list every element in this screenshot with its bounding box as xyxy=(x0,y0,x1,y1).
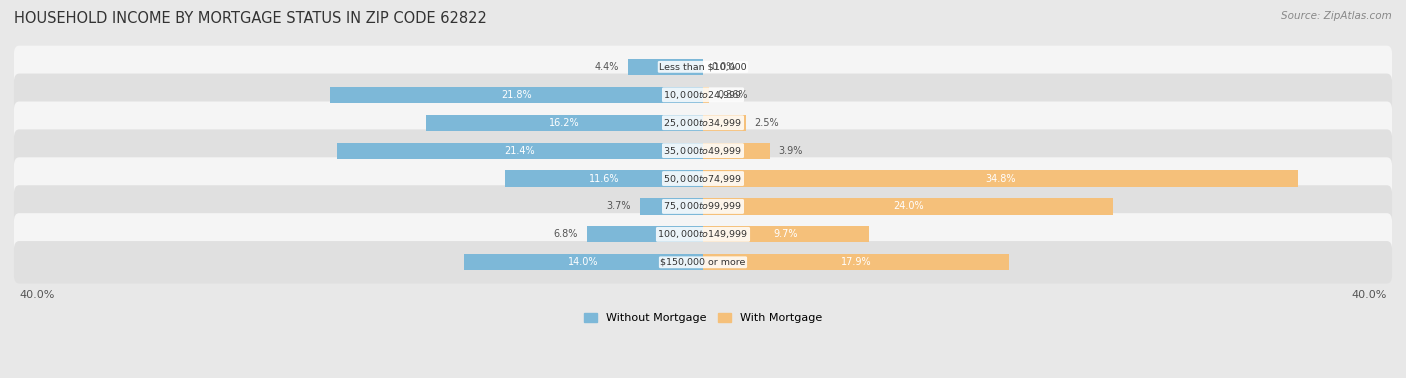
Text: 34.8%: 34.8% xyxy=(986,174,1015,184)
Text: $100,000 to $149,999: $100,000 to $149,999 xyxy=(658,228,748,240)
Bar xyxy=(703,170,1298,187)
Text: $75,000 to $99,999: $75,000 to $99,999 xyxy=(664,200,742,212)
Bar xyxy=(703,115,745,131)
Text: 40.0%: 40.0% xyxy=(1351,290,1386,300)
Text: 17.9%: 17.9% xyxy=(841,257,872,267)
Bar xyxy=(640,198,703,215)
Text: $35,000 to $49,999: $35,000 to $49,999 xyxy=(664,145,742,156)
Bar xyxy=(703,143,769,159)
Bar xyxy=(627,59,703,75)
Text: Source: ZipAtlas.com: Source: ZipAtlas.com xyxy=(1281,11,1392,21)
Bar xyxy=(703,87,709,103)
Text: $150,000 or more: $150,000 or more xyxy=(661,258,745,267)
Text: 6.8%: 6.8% xyxy=(554,229,578,239)
Bar xyxy=(337,143,703,159)
Bar xyxy=(505,170,703,187)
Text: $25,000 to $34,999: $25,000 to $34,999 xyxy=(664,117,742,129)
Text: 21.4%: 21.4% xyxy=(505,146,536,156)
Text: 2.5%: 2.5% xyxy=(754,118,779,128)
FancyBboxPatch shape xyxy=(14,101,1392,144)
FancyBboxPatch shape xyxy=(14,129,1392,172)
Text: 0.36%: 0.36% xyxy=(717,90,748,100)
Text: 14.0%: 14.0% xyxy=(568,257,599,267)
Text: 0.0%: 0.0% xyxy=(711,62,735,72)
FancyBboxPatch shape xyxy=(14,185,1392,228)
FancyBboxPatch shape xyxy=(14,241,1392,284)
Legend: Without Mortgage, With Mortgage: Without Mortgage, With Mortgage xyxy=(579,308,827,328)
Text: 4.4%: 4.4% xyxy=(595,62,619,72)
Text: 16.2%: 16.2% xyxy=(550,118,579,128)
Bar xyxy=(426,115,703,131)
FancyBboxPatch shape xyxy=(14,213,1392,256)
Text: 9.7%: 9.7% xyxy=(773,229,799,239)
FancyBboxPatch shape xyxy=(14,74,1392,116)
Text: Less than $10,000: Less than $10,000 xyxy=(659,62,747,71)
FancyBboxPatch shape xyxy=(14,46,1392,88)
Bar xyxy=(703,254,1010,270)
Text: 24.0%: 24.0% xyxy=(893,201,924,211)
Text: 3.9%: 3.9% xyxy=(779,146,803,156)
Text: $50,000 to $74,999: $50,000 to $74,999 xyxy=(664,172,742,184)
Text: 11.6%: 11.6% xyxy=(589,174,619,184)
Bar xyxy=(703,226,869,242)
Bar xyxy=(464,254,703,270)
Text: $10,000 to $24,999: $10,000 to $24,999 xyxy=(664,89,742,101)
FancyBboxPatch shape xyxy=(14,157,1392,200)
Text: 3.7%: 3.7% xyxy=(607,201,631,211)
Text: 21.8%: 21.8% xyxy=(502,90,531,100)
Bar xyxy=(586,226,703,242)
Bar xyxy=(330,87,703,103)
Text: 40.0%: 40.0% xyxy=(20,290,55,300)
Text: HOUSEHOLD INCOME BY MORTGAGE STATUS IN ZIP CODE 62822: HOUSEHOLD INCOME BY MORTGAGE STATUS IN Z… xyxy=(14,11,486,26)
Bar xyxy=(703,198,1114,215)
